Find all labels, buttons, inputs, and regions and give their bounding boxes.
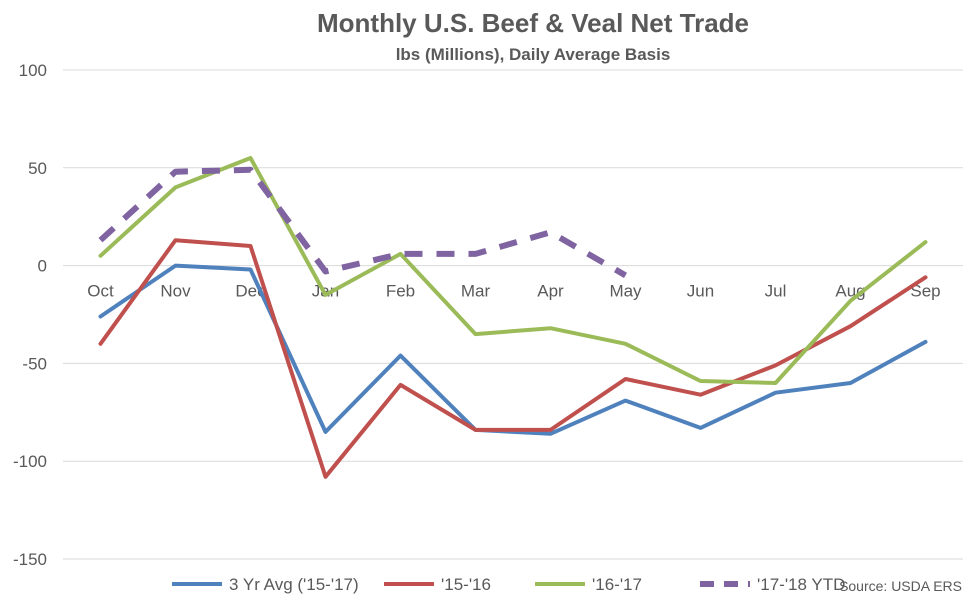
- legend-label-0: 3 Yr Avg ('15-'17): [229, 575, 359, 594]
- x-tick-label: May: [609, 282, 642, 301]
- x-tick-label: Sep: [910, 282, 940, 301]
- x-tick-label: Jun: [687, 282, 714, 301]
- x-axis: Oct Nov Dec Jan Feb Mar Apr May Jun Jul Aug Sep: [87, 282, 940, 301]
- series-line-2: [98, 156, 928, 385]
- x-tick-label: Jul: [765, 282, 787, 301]
- series-lines: [98, 156, 928, 479]
- legend: 3 Yr Avg ('15-'17) '15-'16 '16-'17 '17-'18 …: [172, 575, 845, 594]
- x-tick-label: Oct: [87, 282, 114, 301]
- x-tick-label: Nov: [160, 282, 191, 301]
- y-tick-label: 50: [28, 159, 47, 178]
- chart-title: Monthly U.S. Beef & Veal Net Trade: [317, 8, 749, 38]
- y-tick-label: -150: [13, 550, 47, 569]
- y-tick-label: -100: [13, 452, 47, 471]
- gridlines: [63, 69, 963, 560]
- series-line-1: [98, 238, 928, 479]
- legend-label-1: '15-'16: [441, 575, 491, 594]
- x-tick-label: Mar: [461, 282, 491, 301]
- source-note: Source: USDA ERS: [839, 578, 962, 594]
- x-tick-label: Apr: [537, 282, 564, 301]
- y-tick-label: 100: [19, 61, 47, 80]
- y-axis: 100 50 0 -50 -100 -150: [13, 61, 47, 569]
- y-tick-label: 0: [38, 257, 47, 276]
- x-tick-label: Feb: [386, 282, 415, 301]
- legend-label-2: '16-'17: [592, 575, 642, 594]
- legend-label-3: '17-'18 YTD: [757, 575, 845, 594]
- series-line-3: [98, 166, 627, 279]
- chart-subtitle: lbs (Millions), Daily Average Basis: [396, 45, 671, 64]
- y-tick-label: -50: [22, 354, 47, 373]
